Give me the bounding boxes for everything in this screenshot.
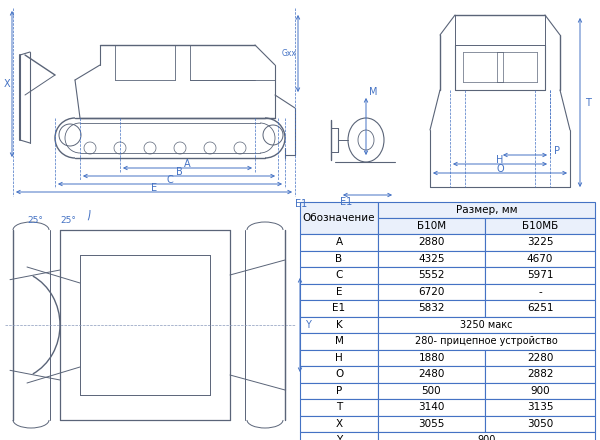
Bar: [300, 333, 378, 349]
Text: 4325: 4325: [418, 254, 445, 264]
Text: E1: E1: [295, 199, 307, 209]
Text: T: T: [336, 402, 342, 412]
Text: 2882: 2882: [527, 369, 553, 379]
Bar: [378, 333, 595, 349]
Bar: [300, 382, 378, 399]
Text: O: O: [335, 369, 343, 379]
Text: 900: 900: [530, 386, 550, 396]
Text: C: C: [167, 175, 173, 185]
Text: Y: Y: [305, 320, 311, 330]
Bar: [300, 202, 378, 234]
Bar: [378, 234, 485, 250]
Text: E: E: [336, 287, 342, 297]
Text: P: P: [336, 386, 342, 396]
Text: 5971: 5971: [527, 270, 553, 280]
Text: 4670: 4670: [527, 254, 553, 264]
Text: T: T: [585, 98, 591, 107]
Bar: [378, 349, 485, 366]
Text: Обозначение: Обозначение: [303, 213, 375, 223]
Text: Gхх: Gхх: [281, 48, 296, 58]
Text: P: P: [554, 146, 560, 156]
Text: 2880: 2880: [418, 237, 445, 247]
Text: 25°: 25°: [27, 216, 43, 224]
Text: X: X: [4, 79, 10, 89]
Text: 3250 макс: 3250 макс: [460, 320, 513, 330]
Text: O: O: [496, 164, 504, 174]
Text: M: M: [369, 87, 377, 97]
Bar: [378, 283, 485, 300]
Text: 6720: 6720: [418, 287, 445, 297]
Bar: [378, 415, 485, 432]
Bar: [485, 283, 595, 300]
Bar: [485, 366, 595, 382]
Text: E: E: [151, 183, 157, 193]
Bar: [300, 316, 378, 333]
Text: E1: E1: [340, 197, 352, 207]
Text: 6251: 6251: [527, 303, 553, 313]
Text: H: H: [496, 155, 503, 165]
Bar: [485, 415, 595, 432]
Bar: [378, 202, 595, 218]
Text: 2280: 2280: [527, 353, 553, 363]
Bar: [300, 250, 378, 267]
Bar: [378, 267, 485, 283]
Text: C: C: [335, 270, 343, 280]
Bar: [485, 349, 595, 366]
Text: 280- прицепное устройство: 280- прицепное устройство: [415, 336, 558, 346]
Bar: [485, 300, 595, 316]
Text: A: A: [335, 237, 343, 247]
Bar: [300, 349, 378, 366]
Bar: [300, 432, 378, 440]
Bar: [378, 250, 485, 267]
Bar: [378, 316, 595, 333]
Text: Y: Y: [336, 435, 342, 440]
Bar: [300, 234, 378, 250]
Text: 3050: 3050: [527, 419, 553, 429]
Text: 5552: 5552: [418, 270, 445, 280]
Text: 1880: 1880: [418, 353, 445, 363]
Text: 3225: 3225: [527, 237, 553, 247]
Bar: [300, 399, 378, 415]
Text: M: M: [335, 336, 343, 346]
Bar: [300, 366, 378, 382]
Text: 500: 500: [422, 386, 442, 396]
Bar: [378, 432, 595, 440]
Text: 2480: 2480: [418, 369, 445, 379]
Text: E1: E1: [332, 303, 346, 313]
Text: Б10М: Б10М: [417, 221, 446, 231]
Bar: [485, 234, 595, 250]
Bar: [378, 399, 485, 415]
Text: 3135: 3135: [527, 402, 553, 412]
Text: Б10МБ: Б10МБ: [522, 221, 558, 231]
Bar: [485, 382, 595, 399]
Text: B: B: [176, 167, 182, 177]
Text: A: A: [184, 159, 190, 169]
Text: K: K: [335, 320, 343, 330]
Text: 900: 900: [478, 435, 496, 440]
Bar: [378, 300, 485, 316]
Text: -: -: [538, 287, 542, 297]
Text: 5832: 5832: [418, 303, 445, 313]
Bar: [378, 382, 485, 399]
Text: Размер, мм: Размер, мм: [456, 205, 517, 215]
Bar: [300, 283, 378, 300]
Bar: [485, 250, 595, 267]
Text: 25°: 25°: [60, 216, 76, 224]
Bar: [485, 399, 595, 415]
Text: 3140: 3140: [418, 402, 445, 412]
Bar: [485, 267, 595, 283]
Bar: [485, 218, 595, 234]
Bar: [300, 267, 378, 283]
Bar: [300, 415, 378, 432]
Bar: [300, 300, 378, 316]
Bar: [378, 218, 485, 234]
Text: H: H: [335, 353, 343, 363]
Bar: [378, 366, 485, 382]
Text: 3055: 3055: [418, 419, 445, 429]
Text: X: X: [335, 419, 343, 429]
Text: B: B: [335, 254, 343, 264]
